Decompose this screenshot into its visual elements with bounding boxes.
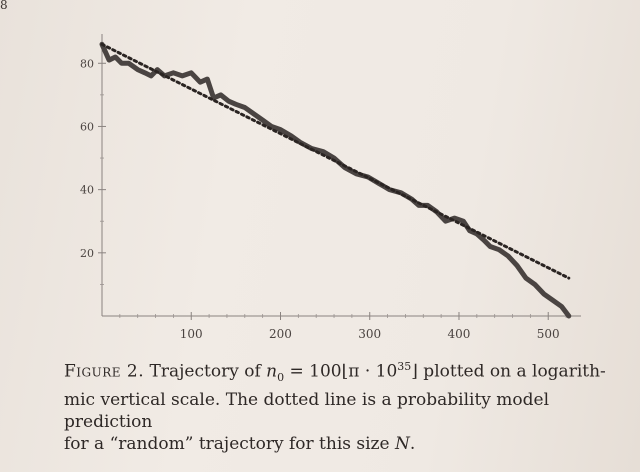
caption-math-close: ⌋ [411, 361, 418, 382]
prediction-dotted-line [100, 42, 571, 280]
caption-math-rest: = 100⌊π · 10 [284, 361, 398, 382]
page-number: 8 [0, 0, 8, 12]
x-tick-label-100: 100 [180, 327, 203, 338]
trajectory-plot: 100 200 300 400 500 20 40 60 80 [80, 34, 581, 338]
caption-line-3b: . [409, 434, 416, 455]
caption-math-sup: 35 [397, 360, 412, 373]
y-tick-label-20: 20 [80, 247, 94, 260]
trajectory-line [99, 41, 572, 319]
x-tick-label-300: 300 [358, 327, 381, 338]
figure-label: Figure 2. [64, 361, 145, 382]
caption-text-1: Trajectory of [144, 361, 267, 382]
caption-math-var: n [266, 361, 278, 382]
caption-line-2: mic vertical scale. The dotted line is a… [64, 390, 550, 433]
figure-caption: Figure 2. Trajectory of n0 = 100⌊π · 103… [64, 356, 624, 455]
caption-line-3-var: N [394, 434, 410, 455]
x-tick-label-500: 500 [537, 327, 560, 338]
x-tick-label-400: 400 [448, 327, 471, 338]
caption-math-sub: 0 [277, 371, 285, 385]
caption-text-2: plotted on a logarith- [417, 361, 606, 382]
x-tick-label-200: 200 [269, 327, 292, 338]
y-tick-label-80: 80 [80, 57, 94, 70]
caption-line-3a: for a “random” trajectory for this size [64, 434, 395, 455]
y-tick-label-40: 40 [80, 184, 94, 197]
y-tick-label-60: 60 [80, 120, 94, 133]
